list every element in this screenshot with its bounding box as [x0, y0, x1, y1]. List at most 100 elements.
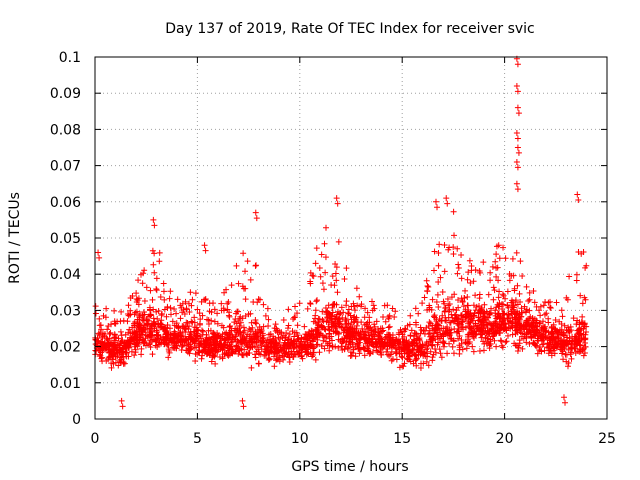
data-point [502, 339, 509, 346]
data-point [526, 296, 533, 303]
data-point [224, 345, 231, 352]
data-point [512, 342, 519, 349]
data-point [158, 312, 165, 319]
data-point [117, 328, 124, 335]
data-point [467, 309, 474, 316]
data-point [537, 312, 544, 319]
data-point [332, 323, 339, 330]
data-point [218, 322, 225, 329]
data-point [266, 331, 273, 338]
data-point [541, 324, 548, 331]
data-point [473, 330, 480, 337]
data-point [312, 333, 319, 340]
data-point [141, 309, 148, 316]
data-point [196, 321, 203, 328]
x-tick-label: 10 [291, 431, 309, 447]
data-point [165, 354, 172, 361]
data-point [467, 319, 474, 326]
data-point [349, 336, 356, 343]
data-point [313, 341, 320, 348]
data-point [377, 349, 384, 356]
data-point [258, 346, 265, 353]
data-point [322, 254, 329, 261]
data-point [533, 323, 540, 330]
data-point [341, 346, 348, 353]
data-point [221, 289, 228, 296]
data-point [421, 294, 428, 301]
data-point [171, 330, 178, 337]
data-point [167, 288, 174, 295]
data-point [471, 334, 478, 341]
data-point [553, 327, 560, 334]
data-point [103, 305, 110, 312]
data-point [273, 346, 280, 353]
data-point [392, 308, 399, 315]
data-point [233, 320, 240, 327]
data-point [356, 344, 363, 351]
data-point [496, 255, 503, 262]
data-point [153, 275, 160, 282]
data-point [235, 318, 242, 325]
data-point [177, 339, 184, 346]
data-point [548, 352, 555, 359]
data-point [472, 307, 479, 314]
data-point [197, 316, 204, 323]
data-point [511, 287, 518, 294]
data-point [92, 310, 99, 317]
data-point [111, 331, 118, 338]
data-point [144, 320, 151, 327]
data-point [538, 334, 545, 341]
data-point [301, 323, 308, 330]
data-point [235, 280, 242, 287]
y-tick-label: 0.1 [59, 50, 81, 66]
data-point [465, 269, 472, 276]
data-point [486, 309, 493, 316]
data-point [416, 337, 423, 344]
data-point [325, 310, 332, 317]
data-point [487, 340, 494, 347]
data-point [151, 222, 158, 229]
data-point [525, 297, 532, 304]
data-point [316, 349, 323, 356]
data-point [139, 280, 146, 287]
data-point [382, 334, 389, 341]
data-point [419, 342, 426, 349]
data-point [319, 308, 326, 315]
data-point [150, 216, 157, 223]
data-point [153, 286, 160, 293]
data-point [214, 338, 221, 345]
data-point [403, 337, 410, 344]
data-point [222, 341, 229, 348]
data-point [426, 327, 433, 334]
data-point [540, 302, 547, 309]
data-point [280, 316, 287, 323]
data-point [363, 338, 370, 345]
data-point [392, 344, 399, 351]
data-point [566, 273, 573, 280]
data-point [244, 258, 251, 265]
data-point [527, 330, 534, 337]
data-point [482, 318, 489, 325]
data-point [435, 339, 442, 346]
data-point [389, 305, 396, 312]
data-point [332, 270, 339, 277]
data-point [134, 342, 141, 349]
data-point [127, 330, 134, 337]
data-point [251, 343, 258, 350]
data-point [106, 354, 113, 361]
data-point [160, 288, 167, 295]
data-point [224, 300, 231, 307]
data-point [229, 350, 236, 357]
data-point [151, 269, 158, 276]
data-point [294, 310, 301, 317]
data-point [573, 271, 580, 278]
data-point [334, 311, 341, 318]
data-point [122, 331, 129, 338]
data-point [572, 349, 579, 356]
data-point [505, 324, 512, 331]
data-point [265, 316, 272, 323]
data-point [480, 259, 487, 266]
data-point [252, 209, 259, 216]
data-point [289, 341, 296, 348]
